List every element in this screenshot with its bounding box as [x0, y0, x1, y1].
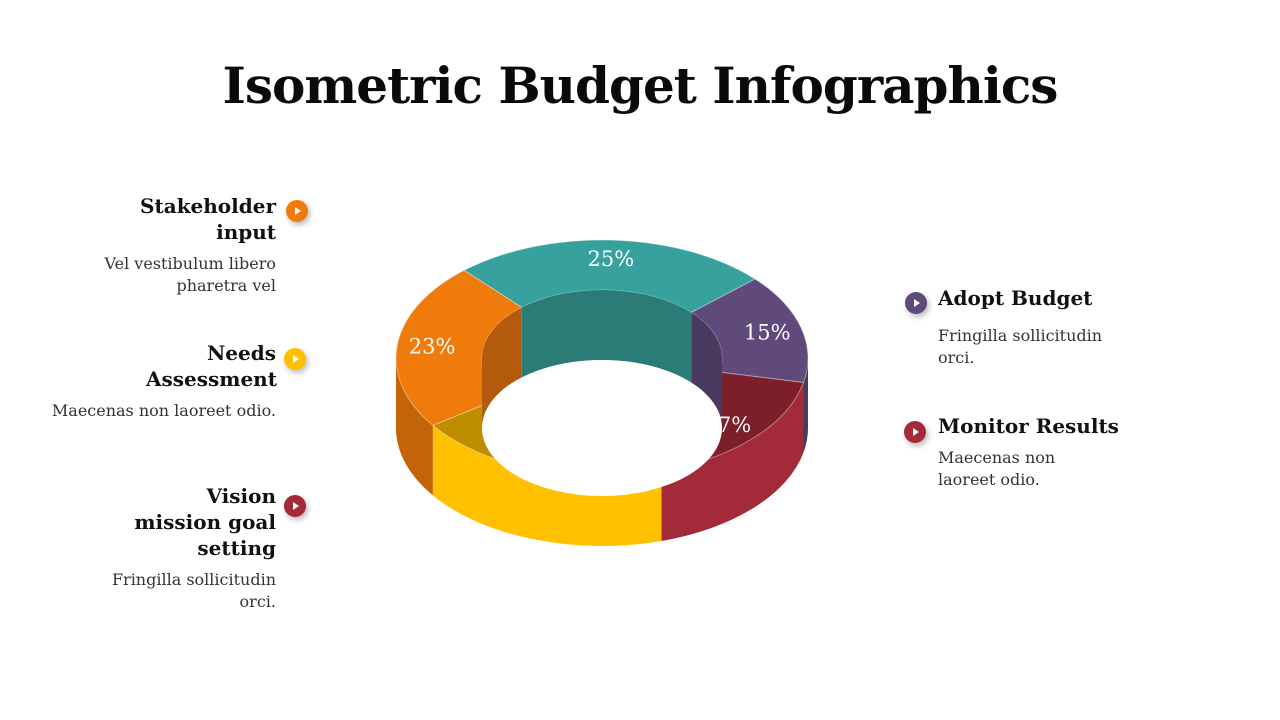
slice-percent-label: 25%	[588, 247, 635, 271]
play-icon[interactable]	[286, 200, 308, 222]
donut-hole	[482, 360, 722, 496]
play-icon[interactable]	[284, 495, 306, 517]
item-adopt-budget: Adopt Budget Fringilla sollicitudin orci…	[938, 285, 1128, 369]
donut-side-wall	[396, 358, 433, 496]
item-heading: Monitor Results	[938, 414, 1119, 438]
page-title: Isometric Budget Infographics	[222, 56, 1059, 115]
play-icon[interactable]	[904, 421, 926, 443]
item-heading: Vision mission goal setting	[134, 484, 276, 560]
donut-slice	[690, 278, 809, 384]
item-vision-mission: Vision mission goal setting Fringilla so…	[46, 483, 276, 613]
item-description: Maecenas non laoreet odio.	[51, 401, 276, 420]
item-description: Maecenas non laoreet odio.	[938, 448, 1056, 489]
slice-percent-label: 23%	[409, 335, 456, 359]
slice-percent-label: 20%	[522, 440, 569, 464]
item-heading: Stakeholder input	[140, 194, 276, 244]
donut-side-wall	[661, 382, 804, 541]
item-monitor-results: Monitor Results Maecenas non laoreet odi…	[938, 413, 1128, 491]
slice-percent-label: 17%	[705, 413, 752, 437]
donut-inner-wall	[482, 307, 522, 428]
donut-inner-wall	[521, 290, 692, 383]
item-description: Fringilla sollicitudin orci.	[111, 570, 276, 611]
item-heading: Adopt Budget	[938, 286, 1093, 310]
item-heading: Needs Assessment	[146, 341, 277, 391]
donut-side-wall	[803, 358, 808, 453]
item-description: Fringilla sollicitudin orci.	[938, 326, 1103, 367]
item-stakeholder-input: Stakeholder input Vel vestibulum libero …	[46, 193, 276, 297]
donut-inner-wall	[691, 312, 722, 428]
play-icon[interactable]	[905, 292, 927, 314]
item-needs-assessment: Needs Assessment Maecenas non laoreet od…	[46, 340, 277, 422]
play-icon[interactable]	[284, 348, 306, 370]
slice-percent-label: 15%	[744, 320, 791, 344]
item-description: Vel vestibulum libero pharetra vel	[104, 254, 276, 295]
